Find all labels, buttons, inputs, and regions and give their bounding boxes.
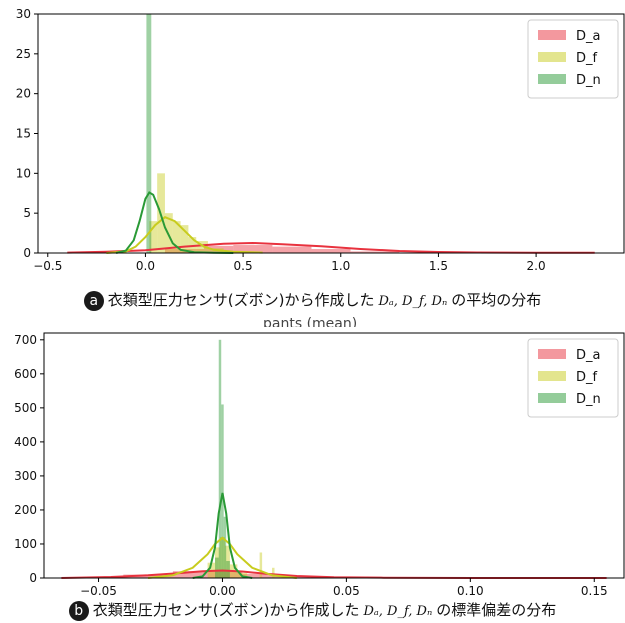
chart-a-ytick-label: 10 <box>16 166 31 180</box>
chart-a-ytick-label: 20 <box>16 87 31 101</box>
caption-b-text-before: 衣類型圧力センサ(ズボン)から作成した <box>92 601 360 619</box>
chart-b-legend-swatch-D_f <box>538 371 566 381</box>
chart-b-legend-swatch-D_n <box>538 393 566 403</box>
chart-a-hist-bar-D_f <box>180 225 189 253</box>
chart-a-kde-line-D_n <box>115 191 234 254</box>
chart-a-ytick-label: 5 <box>23 206 31 220</box>
chart-a-hist-bar-D_f <box>164 213 173 253</box>
chart-b-xtick-label: −0.05 <box>80 584 117 597</box>
chart-a-legend-swatch-D_n <box>538 74 566 84</box>
caption-b-math: Dₐ, D_f, Dₙ <box>363 604 433 619</box>
chart-b-xtick-label: 0.05 <box>333 584 360 597</box>
chart-a-ytick-label: 0 <box>23 246 31 260</box>
chart-b-kde-line-D_n <box>192 492 253 579</box>
chart-b-hist-bar-D_a <box>172 571 203 578</box>
chart-b-legend-label-D_f: D_f <box>576 370 598 385</box>
chart-a-legend-swatch-D_a <box>538 30 566 40</box>
chart-b-hist-bar-D_f <box>259 552 263 578</box>
chart-a-ytick-label: 15 <box>16 127 31 141</box>
chart-b-ytick-label: 0 <box>29 571 37 585</box>
chart-a-hist-bar-D_a <box>233 245 273 253</box>
chart-a-ytick-label: 25 <box>16 47 31 61</box>
chart-a-hist-bar-D_f <box>188 237 197 253</box>
chart-a-hist-bar-D_n <box>146 14 152 253</box>
chart-a-hist-bar-D_f <box>196 241 208 253</box>
chart-b-hist-bar-D_a <box>202 570 223 578</box>
chart-b-legend-swatch-D_a <box>538 349 566 359</box>
chart-a-hist-bar-D_a <box>350 251 400 253</box>
chart-a-legend-swatch-D_f <box>538 52 566 62</box>
caption-a-text-before: 衣類型圧力センサ(ズボン)から作成した <box>107 291 375 309</box>
chart-a-legend-label-D_n: D_n <box>576 73 601 88</box>
chart-b-ytick-label: 400 <box>14 435 37 449</box>
chart-b-cut-title: pants (mean) <box>263 316 358 327</box>
chart-a-kde-line-D_a <box>67 241 595 254</box>
chart-b-hist-bar-D_n <box>223 516 227 578</box>
chart-a-xtick-label: 2.0 <box>527 259 546 273</box>
chart-a-hist-bar-D_a <box>272 246 312 253</box>
chart-b-hist-bar-D_f <box>224 545 230 578</box>
chart-b-hist-bar-D_n <box>215 557 219 578</box>
chart-b-xtick-label: 0.15 <box>581 584 608 597</box>
chart-b-hist-bar-D_n <box>226 560 230 578</box>
chart-b-frame <box>43 332 625 579</box>
caption-badge-a: a <box>83 290 104 311</box>
chart-a-ytick-label: 30 <box>16 7 31 21</box>
caption-b: b 衣類型圧力センサ(ズボン)から作成した Dₐ, D_f, Dₙ の標準偏差の分布 <box>0 599 625 621</box>
chart-a-xtick-label: 1.0 <box>331 259 350 273</box>
panel-a: 0 5 10 15 20 25 30 −0.5 0.0 0.5 1.0 1.5 2.0 D_a D_f D_n… <box>0 7 625 311</box>
chart-b-hist-bar-D_a <box>222 571 243 578</box>
chart-b-hist-bar-D_f <box>215 547 220 578</box>
chart-a-legend-label-D_f: D_f <box>576 51 598 66</box>
chart-a-hist-bar-D_f <box>172 221 181 253</box>
chart-b: 0 100 200 300 400 500 600 700 −0.05 0.00 0.05 0.10 0… <box>14 332 625 598</box>
chart-b-ytick-label: 600 <box>14 367 37 381</box>
chart-a-xtick-label: 0.0 <box>136 259 155 273</box>
chart-b-kde-line-D_f <box>147 536 297 579</box>
chart-b-hist-bar-D_a <box>242 573 273 578</box>
chart-a-xtick-label: 0.5 <box>234 259 253 273</box>
chart-b-ytick-label: 500 <box>14 401 37 415</box>
chart-a: 0 5 10 15 20 25 30 −0.5 0.0 0.5 1.0 1.5 2.0 D_a D_f D_n <box>16 7 625 273</box>
chart-b-ytick-label: 200 <box>14 503 37 517</box>
caption-badge-b: b <box>68 600 89 621</box>
chart-b-xtick-label: 0.00 <box>209 584 236 597</box>
chart-a-hist-bar-D_a <box>311 249 351 253</box>
chart-a-plot-area <box>67 14 595 254</box>
caption-b-text-after: の標準偏差の分布 <box>436 601 557 619</box>
chart-b-legend-label-D_a: D_a <box>576 348 600 363</box>
chart-b-ytick-label: 300 <box>14 469 37 483</box>
chart-b-hist-bar-D_f <box>219 537 225 578</box>
chart-a-hist-bar-D_f <box>149 221 158 253</box>
chart-a-kde-line-D_f <box>106 216 263 254</box>
panel-b: pants (mean) 0 100 200 300 400 500 600 700 −0.05… <box>0 315 625 623</box>
chart-b-hist-bar-D_n <box>221 404 224 578</box>
chart-b-hist-bar-D_f <box>272 567 275 578</box>
caption-a: a 衣類型圧力センサ(ズボン)から作成した Dₐ, D_f, Dₙ の平均の分布 <box>0 289 625 311</box>
chart-b-hist-bar-D_n <box>218 339 222 578</box>
chart-b-legend-label-D_n: D_n <box>576 392 601 407</box>
chart-a-legend-label-D_a: D_a <box>576 29 600 44</box>
caption-a-text-after: の平均の分布 <box>451 291 542 309</box>
chart-b-ytick-label: 100 <box>14 537 37 551</box>
chart-a-xtick-label: 1.5 <box>429 259 448 273</box>
chart-b-xtick-label: 0.10 <box>457 584 484 597</box>
chart-b-plot-area <box>61 339 607 579</box>
caption-a-math: Dₐ, D_f, Dₙ <box>378 294 448 309</box>
chart-b-ytick-label: 700 <box>14 333 37 347</box>
chart-a-xtick-label: −0.5 <box>33 259 62 273</box>
